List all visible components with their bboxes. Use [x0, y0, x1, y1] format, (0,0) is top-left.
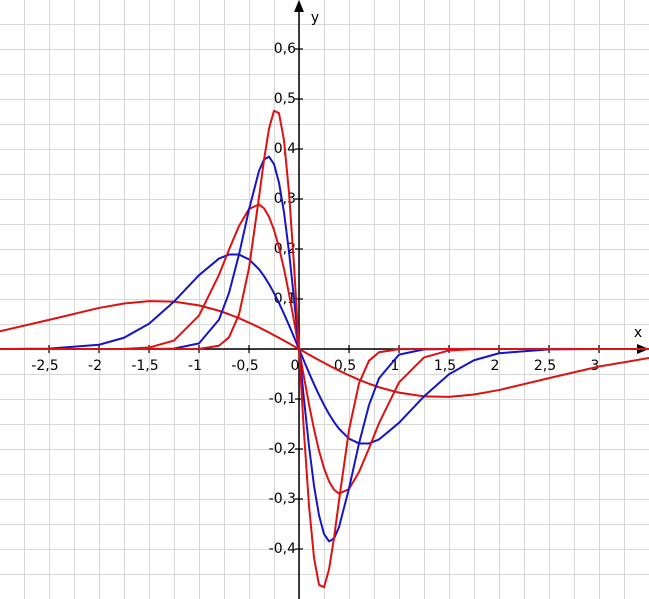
curve [0, 300, 649, 398]
curve [0, 203, 649, 495]
curve [0, 253, 649, 445]
y-tick-label: 0,6 [274, 41, 296, 57]
curve [0, 109, 649, 589]
y-tick-label: -0,3 [269, 491, 296, 507]
y-tick-label: -0,4 [269, 541, 296, 557]
x-tick-label: -2 [88, 358, 102, 374]
x-tick-label: 3 [591, 358, 600, 374]
x-tick-label: 2 [491, 358, 500, 374]
y-tick-label: 0,3 [274, 191, 296, 207]
x-tick-label: 2,5 [534, 358, 556, 374]
x-tick-label: -0,5 [231, 358, 258, 374]
x-tick-label: 1 [391, 358, 400, 374]
y-axis-label: y [311, 10, 319, 26]
y-tick-label: -0,1 [269, 391, 296, 407]
x-tick-label: -1 [188, 358, 202, 374]
y-tick-label: -0,2 [269, 441, 296, 457]
x-tick-label: 1,5 [434, 358, 456, 374]
x-tick-label: -1,5 [131, 358, 158, 374]
y-tick-label: 0,5 [274, 91, 296, 107]
x-tick-label: -2,5 [31, 358, 58, 374]
x-axis-label: x [634, 325, 642, 341]
x-tick-label: 0 [291, 358, 300, 374]
y-axis-arrow [294, 0, 304, 12]
x-tick-label: 0,5 [334, 358, 356, 374]
